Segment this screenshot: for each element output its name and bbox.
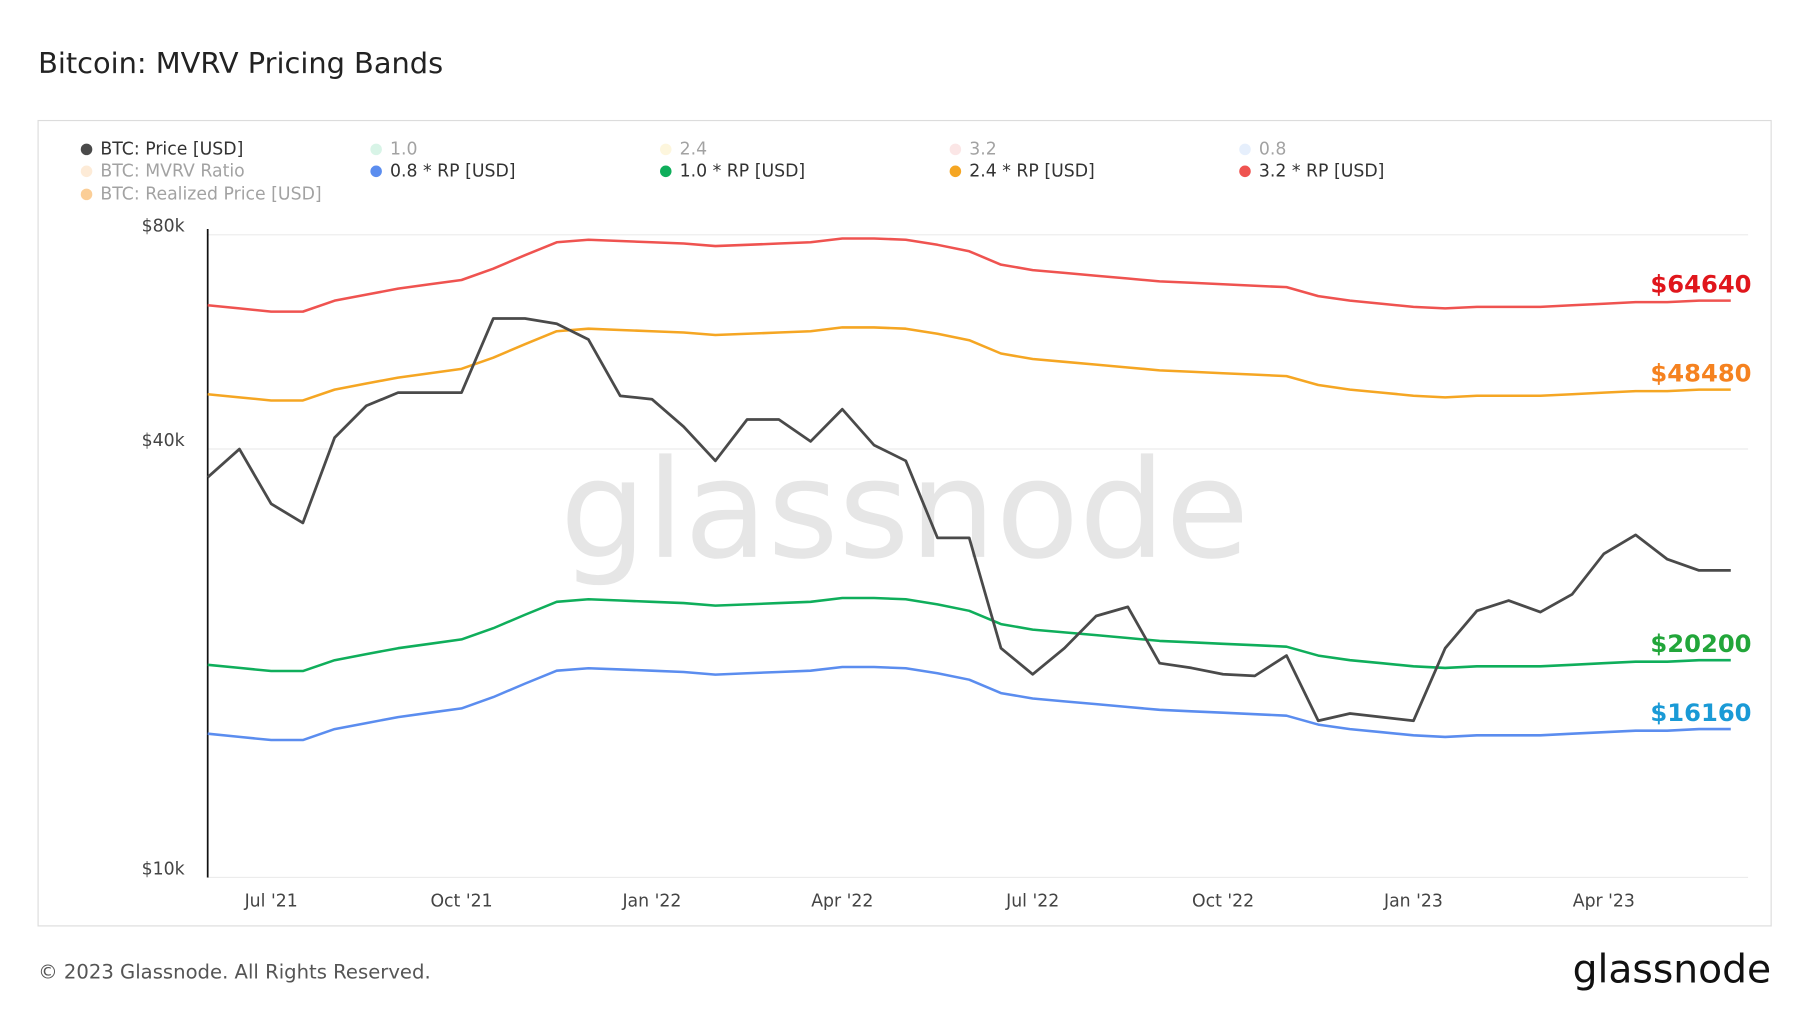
legend-item: 3.2 * RP [USD]: [1239, 161, 1384, 181]
series-line: [206, 317, 1731, 723]
end-label: $20200: [1650, 630, 1751, 658]
legend-marker: [660, 165, 672, 178]
series-line: [207, 326, 1731, 402]
legend-item: 0.8 * RP [USD]: [370, 161, 516, 181]
x-tick-label: Jul '21: [244, 892, 298, 912]
legend-marker: [1239, 143, 1251, 156]
legend-label: 1.0: [390, 139, 418, 159]
legend-label: 0.8 * RP [USD]: [390, 161, 516, 181]
legend-marker: [1239, 165, 1251, 178]
legend-label: BTC: Price [USD]: [100, 139, 243, 159]
legend-label: BTC: MVRV Ratio: [100, 161, 244, 181]
plot-area: $10k $40k $80k Jul '21 Oct '21 Jan '22 Apr '22…: [80, 139, 1752, 912]
x-tick-label: Jul '22: [1005, 892, 1059, 912]
legend-label: 3.2: [969, 139, 997, 159]
legend-label: 2.4 * RP [USD]: [969, 161, 1095, 181]
end-label: $48480: [1650, 360, 1751, 388]
legend-marker: [80, 188, 93, 201]
end-label: $16160: [1650, 699, 1751, 727]
legend-marker: [370, 143, 382, 156]
x-tick-label: Apr '22: [811, 892, 873, 912]
x-tick-label: Jan '22: [621, 892, 681, 912]
y-tick-label: $80k: [142, 217, 185, 237]
legend-item: 3.2: [949, 139, 997, 159]
legend-label: 1.0 * RP [USD]: [680, 161, 806, 181]
x-tick-label: Jan '23: [1383, 892, 1443, 912]
watermark: glassnode: [560, 432, 1249, 590]
legend-marker: [949, 143, 962, 156]
series-line: [207, 596, 1731, 673]
legend-label: 0.8: [1259, 139, 1287, 159]
legend-marker: [660, 143, 672, 156]
legend-marker: [370, 165, 382, 178]
y-tick-label: $10k: [142, 859, 185, 879]
legend-label: 3.2 * RP [USD]: [1259, 161, 1385, 181]
chart-title: Bitcoin: MVRV Pricing Bands: [38, 46, 443, 80]
legend-item: 2.4: [660, 139, 707, 159]
legend-item: BTC: Realized Price [USD]: [80, 184, 322, 204]
y-tick-label: $40k: [142, 431, 185, 451]
series-line: [207, 665, 1731, 742]
logo: glassnode: [1573, 948, 1772, 993]
x-tick-label: Oct '21: [430, 892, 492, 912]
legend-item: 0.8: [1239, 139, 1286, 159]
x-tick-label: Apr '23: [1573, 892, 1635, 912]
legend-item: BTC: MVRV Ratio: [80, 161, 245, 181]
legend-label: 2.4: [680, 139, 708, 159]
legend-marker: [80, 143, 93, 156]
series-line: [207, 237, 1731, 313]
copyright: © 2023 Glassnode. All Rights Reserved.: [38, 961, 431, 984]
legend-item: 1.0 * RP [USD]: [660, 161, 805, 181]
chart-panel: [37, 119, 1772, 927]
x-tick-label: Oct '22: [1192, 892, 1254, 912]
legend-item: 1.0: [370, 139, 418, 159]
legend-item: 2.4 * RP [USD]: [949, 161, 1095, 181]
end-label: $64640: [1650, 271, 1751, 299]
legend-marker: [949, 165, 962, 178]
legend-label: BTC: Realized Price [USD]: [100, 184, 321, 204]
legend-marker: [80, 165, 93, 178]
legend-item: BTC: Price [USD]: [80, 139, 243, 159]
